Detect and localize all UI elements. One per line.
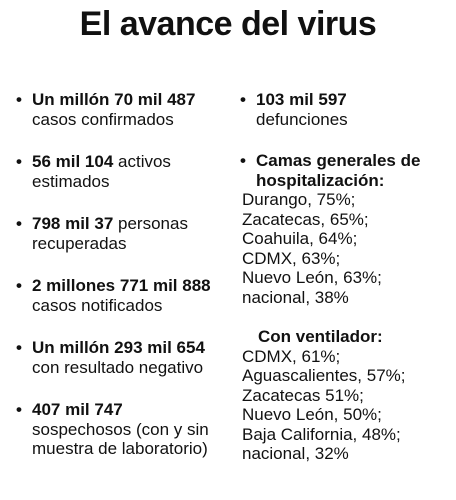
bullet-icon: • <box>16 152 22 171</box>
beds-list: Durango, 75%; Zacatecas, 65%; Coahuila, … <box>238 190 452 307</box>
list-item: • 103 mil 597 defunciones <box>238 90 452 129</box>
stat-label: casos notificados <box>32 295 163 315</box>
stat-value: Un millón 293 mil 654 <box>32 338 205 357</box>
stat-label: sospechosos (con y sin muestra de labora… <box>32 419 209 459</box>
ventilator-list: CDMX, 61%; Aguascalientes, 57%; Zacateca… <box>238 347 452 464</box>
stat-label: personas recuperadas <box>32 214 188 253</box>
list-item: nacional, 38% <box>242 287 349 307</box>
list-item: Aguascalientes, 57%; <box>242 366 406 385</box>
bullet-icon: • <box>240 90 246 109</box>
list-item: Baja California, 48%; <box>242 424 401 444</box>
stat-label: casos confirmados <box>32 109 174 129</box>
stat-label: con resultado negativo <box>32 357 204 377</box>
list-item: Coahuila, 64%; <box>242 229 358 248</box>
bullet-icon: • <box>16 338 22 357</box>
stat-value: 798 mil 37 <box>32 214 114 233</box>
hospital-beds-section: • Camas generales de hospitalización: <box>238 151 452 190</box>
list-item: • 798 mil 37 personas recuperadas <box>14 214 232 253</box>
stat-value: 103 mil 597 <box>256 90 347 109</box>
list-item: Zacatecas 51%; <box>242 385 364 405</box>
list-item: Nuevo León, 50%; <box>242 405 382 424</box>
stat-label: defunciones <box>256 109 348 129</box>
stat-label: activos estimados <box>32 152 171 191</box>
list-item: Zacatecas, 65%; <box>242 209 369 229</box>
list-item: • Un millón 70 mil 487 casos confirmados <box>14 90 232 129</box>
list-item: • 407 mil 747 sospechosos (con y sin mue… <box>14 400 232 459</box>
section-heading: Con ventilador: <box>258 327 383 346</box>
stat-line: Un millón 293 mil 654 con resultado nega… <box>32 338 232 377</box>
page-title: El avance del virus <box>79 5 377 43</box>
list-item: CDMX, 61%; <box>242 346 341 366</box>
stat-value: 56 mil 104 <box>32 152 114 171</box>
list-item: • Un millón 293 mil 654 con resultado ne… <box>14 338 232 377</box>
bullet-icon: • <box>16 400 22 419</box>
list-item: nacional, 32% <box>242 444 349 463</box>
bullet-icon: • <box>16 90 22 109</box>
bullet-icon: • <box>16 276 22 295</box>
bullet-icon: • <box>16 214 22 233</box>
bullet-icon: • <box>240 151 246 170</box>
list-item: Nuevo León, 63%; <box>242 268 382 287</box>
list-item: • 56 mil 104 activos estimados <box>14 152 232 191</box>
left-column: • Un millón 70 mil 487 casos confirmados… <box>14 90 232 459</box>
stat-value: Un millón 70 mil 487 <box>32 90 196 109</box>
stat-line: 798 mil 37 personas recuperadas <box>32 214 232 253</box>
right-column: • 103 mil 597 defunciones • Camas genera… <box>238 90 452 464</box>
list-item: CDMX, 63%; <box>242 248 341 268</box>
stat-line-1: 407 mil 747 <box>32 400 232 420</box>
section-heading: Camas generales de hospitalización: <box>256 151 421 190</box>
list-item: • 2 millones 771 mil 888 casos notificad… <box>14 276 232 315</box>
stat-value: 2 millones 771 mil 888 <box>32 276 211 295</box>
stat-line-1: Un millón 70 mil 487 <box>32 90 232 110</box>
stat-line: 56 mil 104 activos estimados <box>32 152 232 191</box>
list-item: Durango, 75%; <box>242 190 356 209</box>
stat-line: 2 millones 771 mil 888 casos notificados <box>32 276 232 315</box>
stat-value: 407 mil 747 <box>32 400 123 419</box>
